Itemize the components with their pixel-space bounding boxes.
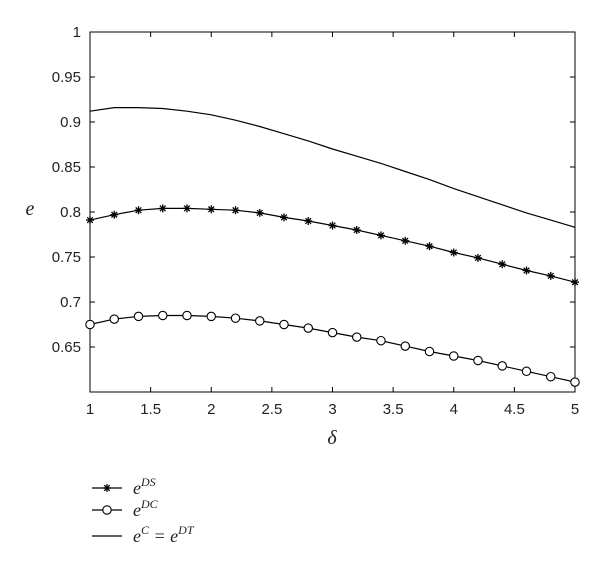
x-tick-label: 3 (328, 401, 336, 418)
series-line (89, 106, 576, 228)
y-tick-label: 0.85 (52, 159, 81, 176)
series-point-asterisk (571, 278, 579, 287)
series-point-asterisk (328, 221, 337, 230)
series-point-asterisk (546, 271, 555, 280)
series-point-asterisk (425, 242, 434, 251)
legend-entry-2: eDC (92, 497, 159, 520)
series-point-circle (85, 319, 95, 330)
series-point-circle (400, 341, 410, 351)
series-point-asterisk (377, 231, 385, 240)
series-point-circle (158, 310, 168, 321)
series-point-circle (376, 335, 386, 346)
series-point-asterisk (474, 253, 482, 262)
y-tick-label: 0.75 (52, 249, 81, 266)
y-tick-label: 0.95 (52, 69, 81, 86)
series-line (89, 314, 576, 383)
legend-label: eDS (133, 475, 156, 498)
series-point-asterisk (401, 236, 410, 245)
x-tick-label: 1 (86, 401, 94, 418)
y-tick-label: 1 (73, 24, 81, 41)
x-axis-label: δ (327, 427, 337, 449)
y-tick-label: 0.8 (60, 204, 81, 221)
series-point-circle (424, 346, 435, 357)
x-tick-label: 4.5 (504, 401, 525, 418)
x-tick-label: 2.5 (261, 401, 282, 418)
series-point-asterisk (103, 484, 111, 492)
series-point-asterisk (522, 266, 531, 275)
series-point-circle (109, 314, 120, 324)
series-point-circle (521, 366, 532, 377)
series-point-asterisk (231, 206, 240, 215)
x-tick-label: 3.5 (383, 401, 404, 418)
series-point-circle (497, 361, 507, 371)
ticks-layer: 1 1.5 2 2.5 3 3.5 4 4.5 5 0.65 0.7 0.75 0.8 0.85 0.9 0.… (52, 24, 579, 418)
series-point-circle (133, 311, 144, 322)
series-point-asterisk (207, 205, 216, 214)
series-point-asterisk (86, 216, 94, 225)
legend-label: eC = eDT (133, 523, 195, 546)
series-line (89, 207, 576, 283)
series-point-asterisk (449, 248, 458, 257)
series-point-asterisk (498, 260, 507, 269)
x-tick-label: 2 (207, 401, 215, 418)
series-point-circle (351, 332, 362, 342)
series-layer (85, 106, 580, 387)
series-point-circle (545, 371, 556, 382)
series-2 (85, 310, 580, 387)
series-point-circle (303, 323, 313, 333)
y-tick-label: 0.7 (60, 294, 81, 311)
x-tick-label: 1.5 (140, 401, 161, 418)
series-point-asterisk (183, 204, 191, 213)
y-tick-label: 0.65 (52, 339, 81, 356)
y-tick-label: 0.9 (60, 114, 81, 131)
series-1 (86, 204, 579, 287)
legend-entry-3: eC = eDT (92, 523, 195, 546)
series-3 (89, 106, 576, 228)
legend-label: eDC (133, 497, 159, 520)
legend-entry-1: eDS (92, 475, 156, 498)
x-tick-label: 5 (571, 401, 579, 418)
series-point-circle (230, 313, 241, 323)
series-point-asterisk (255, 208, 264, 217)
series-point-asterisk (134, 206, 143, 215)
series-point-circle (448, 351, 459, 361)
series-point-circle (473, 355, 483, 366)
series-point-asterisk (352, 226, 361, 234)
series-point-circle (102, 505, 112, 515)
series-point-asterisk (110, 210, 119, 219)
series-point-circle (279, 319, 289, 330)
series-point-circle (182, 310, 192, 321)
y-axis-label: e (26, 198, 35, 220)
series-point-circle (206, 311, 217, 322)
series-point-circle (570, 377, 580, 387)
x-tick-label: 4 (450, 401, 458, 418)
series-point-circle (255, 316, 265, 326)
series-point-asterisk (158, 204, 167, 213)
series-point-asterisk (304, 217, 313, 225)
series-point-circle (327, 327, 338, 338)
series-point-asterisk (280, 213, 288, 222)
